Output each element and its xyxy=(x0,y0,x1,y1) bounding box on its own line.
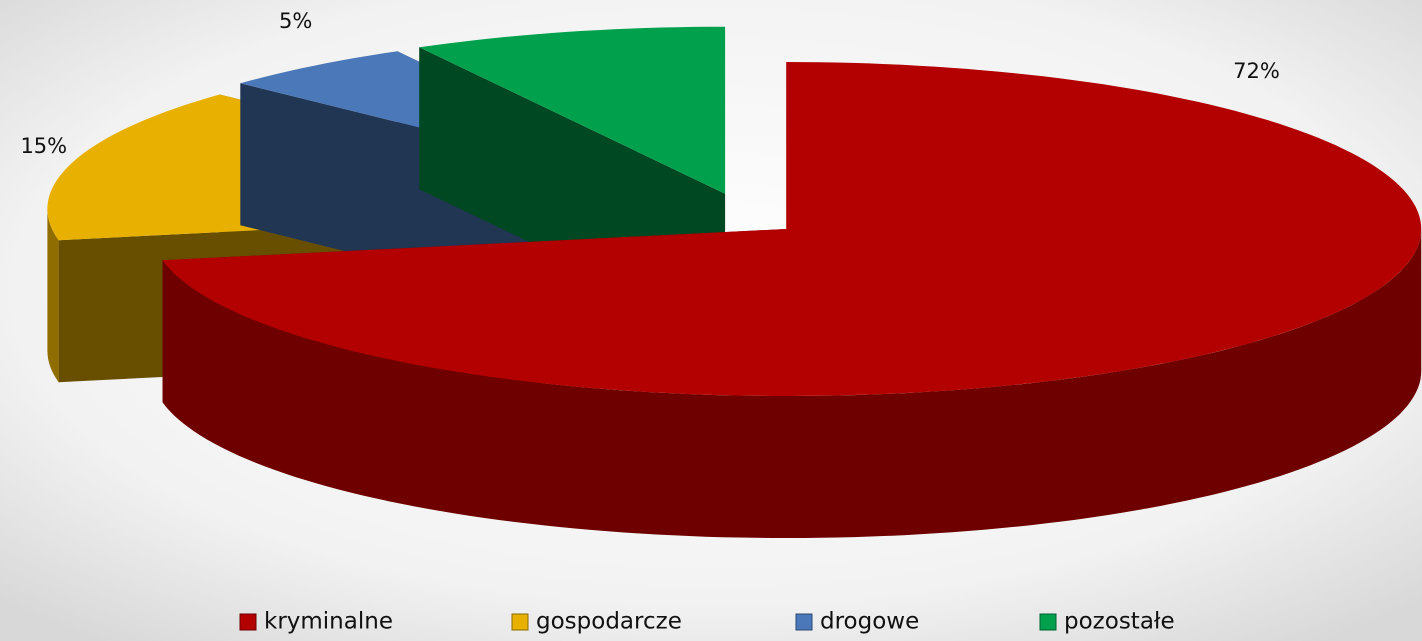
legend-label: gospodarcze xyxy=(536,609,682,635)
slice xyxy=(162,62,1422,538)
slice-wall xyxy=(162,229,1422,538)
data-label: 5% xyxy=(279,9,312,33)
legend-swatch xyxy=(239,613,257,631)
data-label: 15% xyxy=(20,134,67,158)
legend-label: pozostałe xyxy=(1064,609,1175,635)
legend-label: drogowe xyxy=(820,609,919,635)
legend-swatch xyxy=(511,613,529,631)
slice-wall xyxy=(47,208,59,383)
slice-top xyxy=(162,62,1422,396)
legend-label: kryminalne xyxy=(264,609,393,635)
legend-swatch xyxy=(795,613,813,631)
legend: kryminalne gospodarcze drogowe pozostałe xyxy=(239,609,1175,635)
plot: 72%15%5%8% xyxy=(20,9,1422,538)
legend-swatch xyxy=(1039,613,1057,631)
data-label: 72% xyxy=(1233,59,1280,83)
slice-top xyxy=(419,26,726,194)
